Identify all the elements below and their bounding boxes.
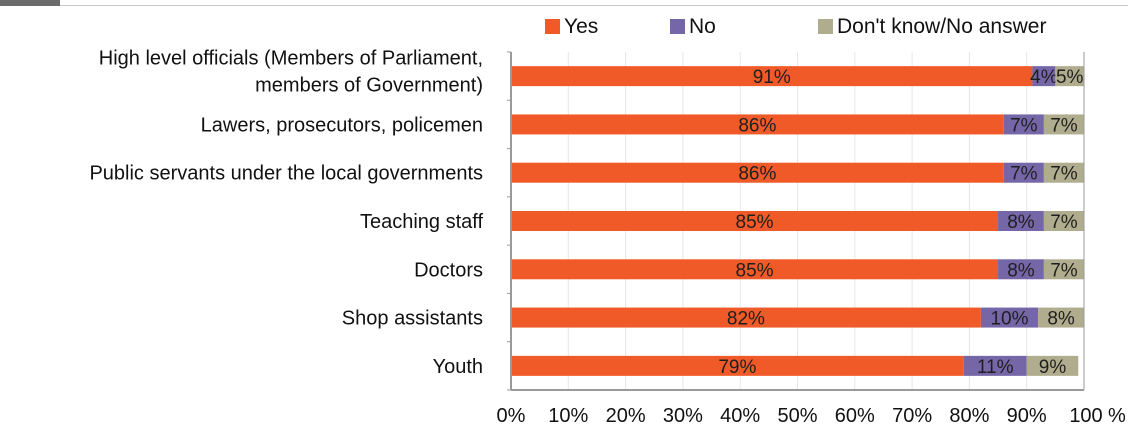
- category-labels: High level officials (Members of Parliam…: [89, 48, 483, 378]
- data-label: 7%: [1050, 260, 1078, 281]
- data-label: 7%: [1010, 115, 1038, 136]
- data-label: 79%: [718, 357, 756, 378]
- category-label: Youth: [433, 356, 483, 378]
- x-tick-label: 80%: [949, 405, 989, 427]
- data-label: 7%: [1010, 164, 1038, 185]
- bar-segment: [511, 355, 964, 376]
- data-label: 10%: [990, 309, 1028, 330]
- axes: [507, 51, 1085, 391]
- data-label: 8%: [1007, 212, 1035, 233]
- data-label: 4%: [1030, 67, 1058, 88]
- bar-segment: [998, 259, 1044, 280]
- bar-segment: [511, 114, 1004, 135]
- bar-segment: [1003, 162, 1044, 183]
- data-label: 7%: [1050, 212, 1078, 233]
- data-label: 8%: [1007, 260, 1035, 281]
- data-label: 91%: [753, 67, 791, 88]
- x-tick-label: 0%: [497, 405, 526, 427]
- data-label: 82%: [727, 309, 765, 330]
- data-label: 7%: [1050, 115, 1078, 136]
- data-label: 5%: [1056, 67, 1084, 88]
- category-label: Teaching staff: [360, 211, 483, 233]
- category-label: Lawers, prosecutors, policemen: [201, 114, 483, 136]
- x-tick-label: 100: [1069, 405, 1102, 427]
- bar-segment: [511, 211, 999, 231]
- legend-swatch: [670, 19, 685, 34]
- x-tick-label: 70%: [892, 405, 932, 427]
- bar-segment: [1043, 259, 1084, 280]
- data-label: 8%: [1047, 309, 1075, 330]
- bar-segment: [511, 307, 981, 328]
- data-label: 86%: [738, 115, 776, 136]
- x-tick-label: 50%: [777, 405, 817, 427]
- data-label: 11%: [977, 357, 1014, 378]
- bar-segment: [1043, 211, 1084, 231]
- bar-segment: [1043, 162, 1084, 183]
- category-label: Doctors: [414, 259, 483, 281]
- data-label: 9%: [1039, 357, 1067, 378]
- bar-segment: [511, 259, 999, 280]
- x-tick-label: 10%: [548, 405, 588, 427]
- bar-segment: [998, 211, 1044, 231]
- legend-label: Don't know/No answer: [837, 15, 1046, 38]
- legend-label: Yes: [564, 15, 598, 38]
- legend-swatch: [818, 19, 833, 34]
- category-label: High level officials (Members of Parliam…: [99, 48, 483, 70]
- bar-segment: [1003, 114, 1044, 135]
- x-tick-label: 20%: [606, 405, 646, 427]
- category-label: Shop assistants: [342, 308, 483, 330]
- x-tick-label: 60%: [835, 405, 875, 427]
- x-tick-label: 40%: [720, 405, 760, 427]
- bar-segment: [511, 66, 1033, 87]
- bar-segment: [511, 162, 1004, 183]
- bar-segment: [1026, 355, 1079, 376]
- top-tab-marker: [0, 0, 60, 6]
- bar-segment: [980, 307, 1039, 328]
- x-tick-labels: 0% 10% 20% 30% 40% 50% 60% 70% 80% 90% 100%: [497, 405, 1126, 427]
- legend-label: No: [689, 15, 716, 38]
- bar-segment: [1038, 307, 1084, 328]
- x-tick-label: 30%: [663, 405, 703, 427]
- category-label: members of Government): [255, 75, 483, 97]
- data-label: 86%: [738, 164, 776, 185]
- top-border: [0, 0, 1128, 10]
- x-axis-unit: %: [1108, 405, 1126, 427]
- legend-swatch: [545, 19, 560, 34]
- x-tick-label: 90%: [1007, 405, 1047, 427]
- bar-segment: [1055, 66, 1084, 87]
- legend: Yes No Don't know/No answer: [545, 15, 1046, 38]
- data-label: 85%: [736, 260, 774, 281]
- bar-segment: [963, 355, 1027, 376]
- data-label: 7%: [1050, 164, 1078, 185]
- top-divider: [0, 5, 1128, 6]
- bars-group: 91% 4%5% 86% 7% 7% 86% 7% 7% 85% 8% 7% 85% 8% 7% 82% 10…: [511, 66, 1084, 378]
- bar-segment: [1032, 66, 1056, 87]
- data-label: 85%: [736, 212, 774, 233]
- bar-segment: [1043, 114, 1084, 135]
- category-label: Public servants under the local governme…: [89, 163, 483, 185]
